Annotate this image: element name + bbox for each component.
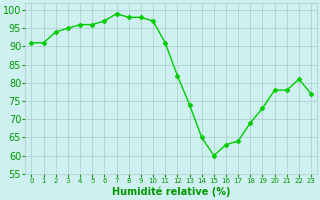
X-axis label: Humidité relative (%): Humidité relative (%) [112, 187, 230, 197]
